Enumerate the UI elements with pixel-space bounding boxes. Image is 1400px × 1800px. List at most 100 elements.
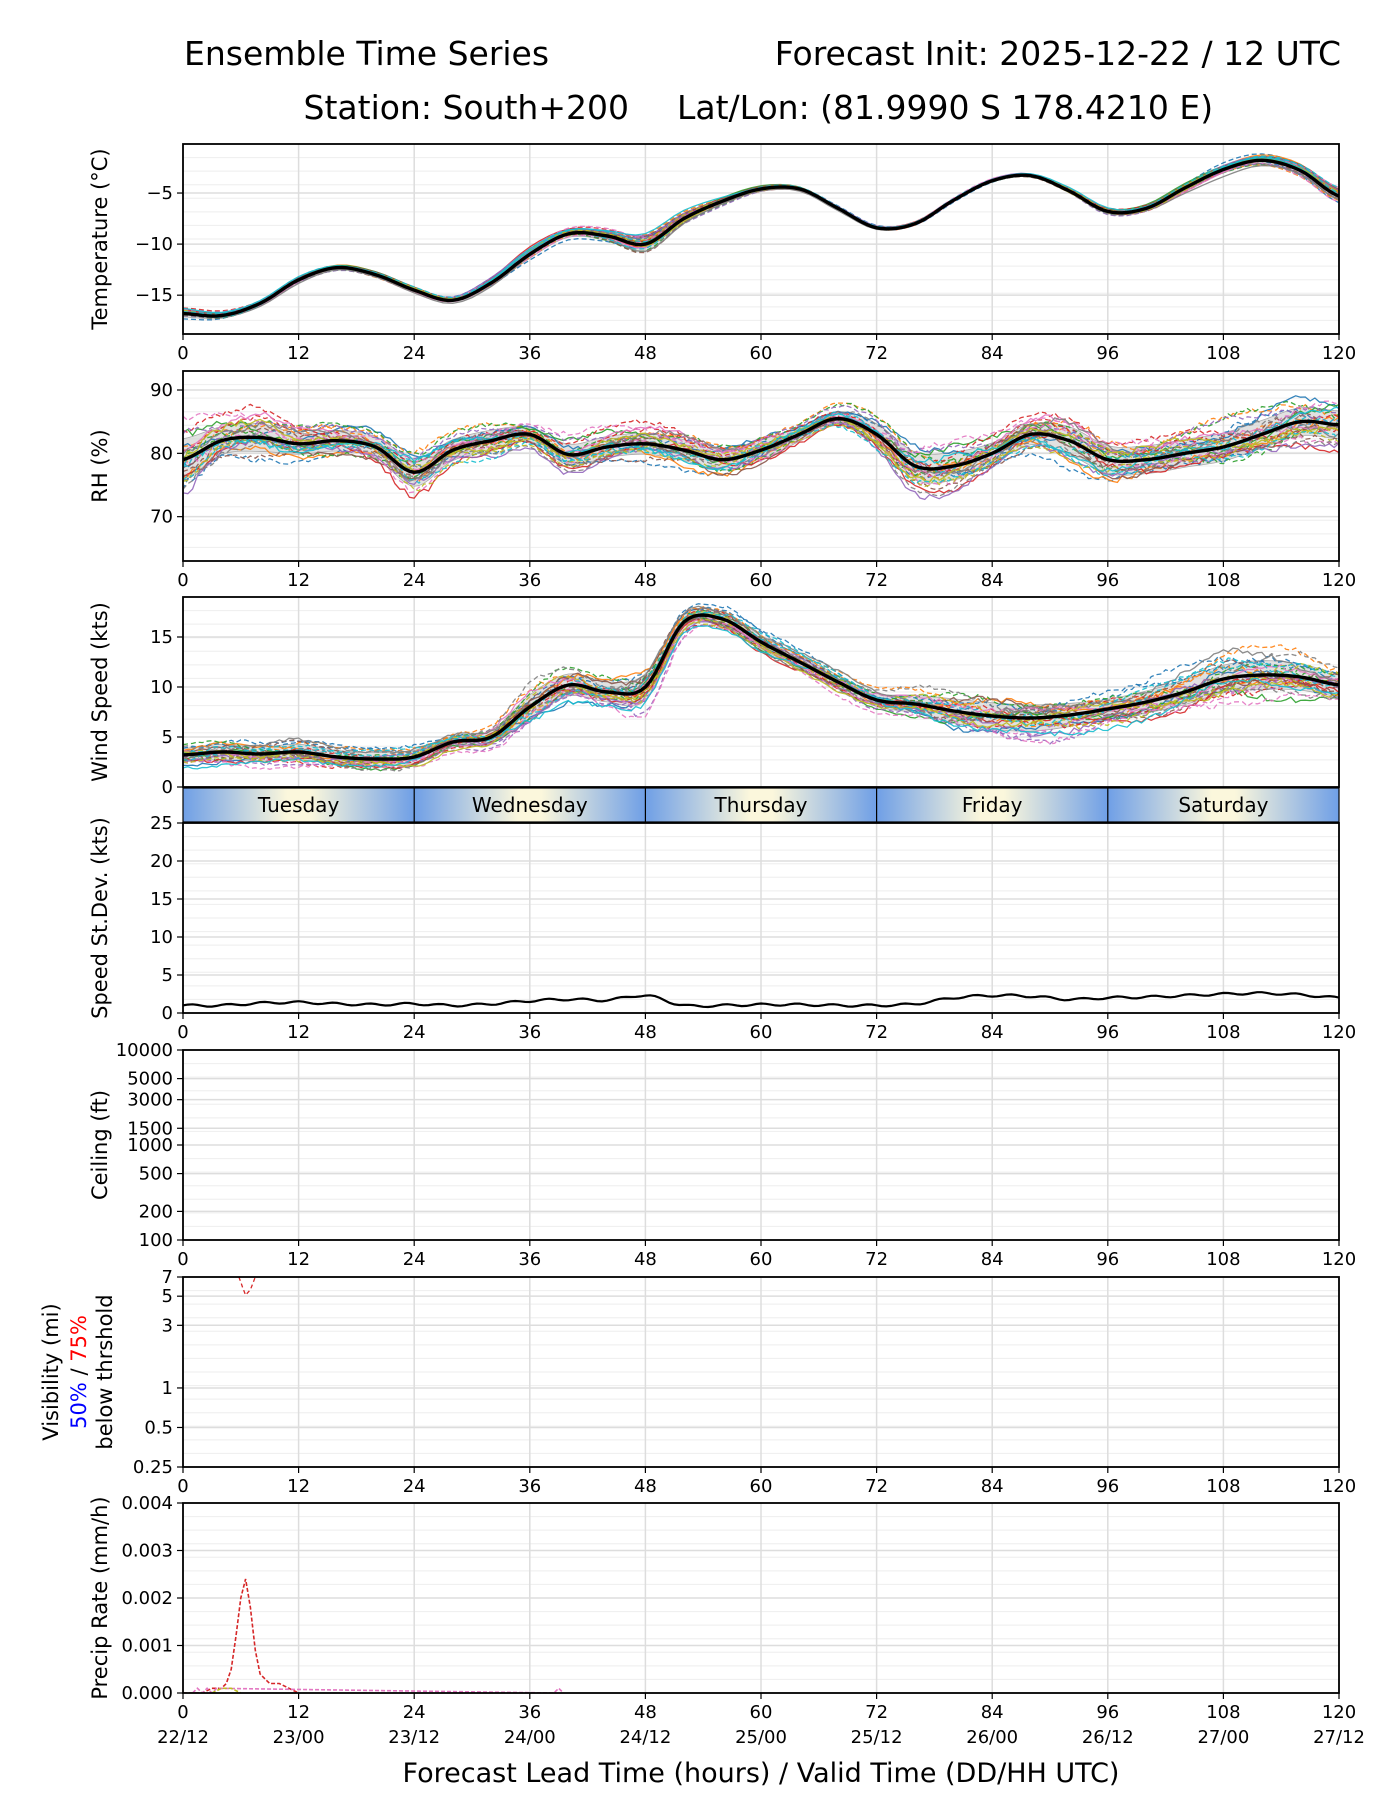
x-tick-label: 60 (750, 343, 773, 364)
x-tick-label: 24 (403, 570, 426, 591)
valid-time-label: 25/12 (851, 1727, 903, 1748)
x-tick-label: 72 (865, 1022, 888, 1043)
panel-visibility: 0.25 0.5 1 3 57 Visibility (mi) 50% / 75% below… (39, 1267, 1356, 1497)
ensemble-mean-line (183, 416, 1339, 475)
member-line (183, 418, 1339, 481)
x-tick-label: 36 (518, 1476, 541, 1497)
member-line (183, 605, 1339, 757)
x-tick-label: 84 (981, 1022, 1004, 1043)
y-tick-label: 1 (162, 1378, 173, 1399)
y-axis-label-percent: 50% / 75% (67, 1315, 91, 1429)
valid-time-label: 25/00 (735, 1727, 787, 1748)
y-axis-label: RH (%) (88, 429, 112, 502)
y-tick-label: 3 (162, 1315, 173, 1336)
x-tick-label: 108 (1206, 570, 1240, 591)
x-tick-label: 0 (177, 1476, 188, 1497)
y-tick-label: 200 (139, 1201, 173, 1222)
vis-50-label: 50% (67, 1382, 91, 1429)
x-tick-label: 72 (865, 343, 888, 364)
x-tick-label: 0 (177, 1022, 188, 1043)
x-tick-label: 60 (750, 570, 773, 591)
plot-area (183, 603, 1339, 772)
x-tick-label: 96 (1096, 343, 1119, 364)
y-axis-label-threshold: below thrshold (93, 1294, 117, 1449)
x-axis-title: Forecast Lead Time (hours) / Valid Time … (403, 1758, 1120, 1789)
x-tick-label: 84 (981, 1702, 1004, 1723)
valid-time-label: 27/00 (1197, 1727, 1249, 1748)
x-tick-label: 12 (287, 1249, 310, 1270)
member-line (183, 416, 1339, 484)
y-tick-label: 80 (150, 443, 173, 464)
x-tick-label: 12 (287, 1702, 310, 1723)
x-tick-label: 24 (403, 1022, 426, 1043)
y-tick-label: 1000 (127, 1135, 173, 1156)
day-cell (183, 788, 415, 822)
x-tick-label: 108 (1206, 1249, 1240, 1270)
y-tick-label: 0.004 (121, 1493, 173, 1514)
y-tick-label: 0.002 (121, 1588, 173, 1609)
y-tick-label: −10 (135, 234, 173, 255)
y-axis-label: Ceiling (ft) (88, 1090, 112, 1200)
valid-time-label: 24/00 (504, 1727, 556, 1748)
x-tick-label: 0 (177, 570, 188, 591)
plot-area (183, 153, 1339, 321)
member-line (183, 616, 1339, 772)
y-tick-label: 0.5 (144, 1417, 173, 1438)
y-tick-label: 5 (162, 1286, 173, 1307)
x-tick-label: 12 (287, 1476, 310, 1497)
member-line (183, 423, 1339, 492)
member-line (183, 417, 1339, 488)
x-tick-label: 120 (1322, 1249, 1356, 1270)
y-tick-label: 10 (150, 677, 173, 698)
y-axis-label: Visibility (mi) (39, 1303, 63, 1440)
x-tick-label: 48 (634, 1476, 657, 1497)
x-tick-label: 24 (403, 1249, 426, 1270)
y-tick-label: 0.000 (121, 1683, 173, 1704)
x-tick-label: 48 (634, 343, 657, 364)
y-axis-label: Temperature (°C) (88, 148, 112, 330)
x-tick-label: 120 (1322, 1476, 1356, 1497)
member-line (183, 615, 1339, 769)
x-tick-label: 0 (177, 1249, 188, 1270)
member-line (183, 611, 1339, 755)
stdev-line (183, 991, 1339, 1009)
y-tick-label: 1500 (127, 1118, 173, 1139)
x-tick-label: 72 (865, 1249, 888, 1270)
y-tick-label: 0.25 (133, 1457, 173, 1478)
x-tick-label: 84 (981, 343, 1004, 364)
x-tick-label: 36 (518, 1702, 541, 1723)
plot-area (183, 1578, 565, 1693)
vis-sep-label: / (67, 1362, 91, 1382)
x-tick-label: 12 (287, 343, 310, 364)
precip-series-line (211, 1687, 242, 1693)
x-tick-label: 24 (403, 343, 426, 364)
x-tick-label: 72 (865, 1476, 888, 1497)
x-tick-label: 84 (981, 1476, 1004, 1497)
y-tick-label: 0.003 (121, 1541, 173, 1562)
x-tick-label: 60 (750, 1702, 773, 1723)
panel-precip: 0.000 0.001 0.002 0.003 0.004 Precip Rate (mm… (88, 1493, 1356, 1723)
member-line (183, 606, 1339, 752)
member-line (183, 402, 1339, 466)
y-tick-label: 5 (162, 965, 173, 986)
day-cell (645, 788, 877, 822)
valid-time-label: 26/12 (1082, 1727, 1134, 1748)
y-tick-label: −15 (135, 285, 173, 306)
valid-time-label: 24/12 (619, 1727, 671, 1748)
precip-series-line (183, 1578, 299, 1693)
x-tick-label: 48 (634, 1702, 657, 1723)
x-tick-label: 108 (1206, 1476, 1240, 1497)
y-tick-label: 70 (150, 507, 173, 528)
y-axis-label: Wind Speed (kts) (88, 602, 112, 782)
plot-area (238, 1277, 256, 1297)
y-tick-label: 15 (150, 889, 173, 910)
x-tick-label: 48 (634, 1022, 657, 1043)
member-line (183, 625, 1339, 770)
precip-series-line (192, 1687, 565, 1693)
x-tick-label: 36 (518, 1249, 541, 1270)
x-tick-label: 96 (1096, 1249, 1119, 1270)
x-tick-label: 120 (1322, 1702, 1356, 1723)
y-tick-label: 90 (150, 380, 173, 401)
